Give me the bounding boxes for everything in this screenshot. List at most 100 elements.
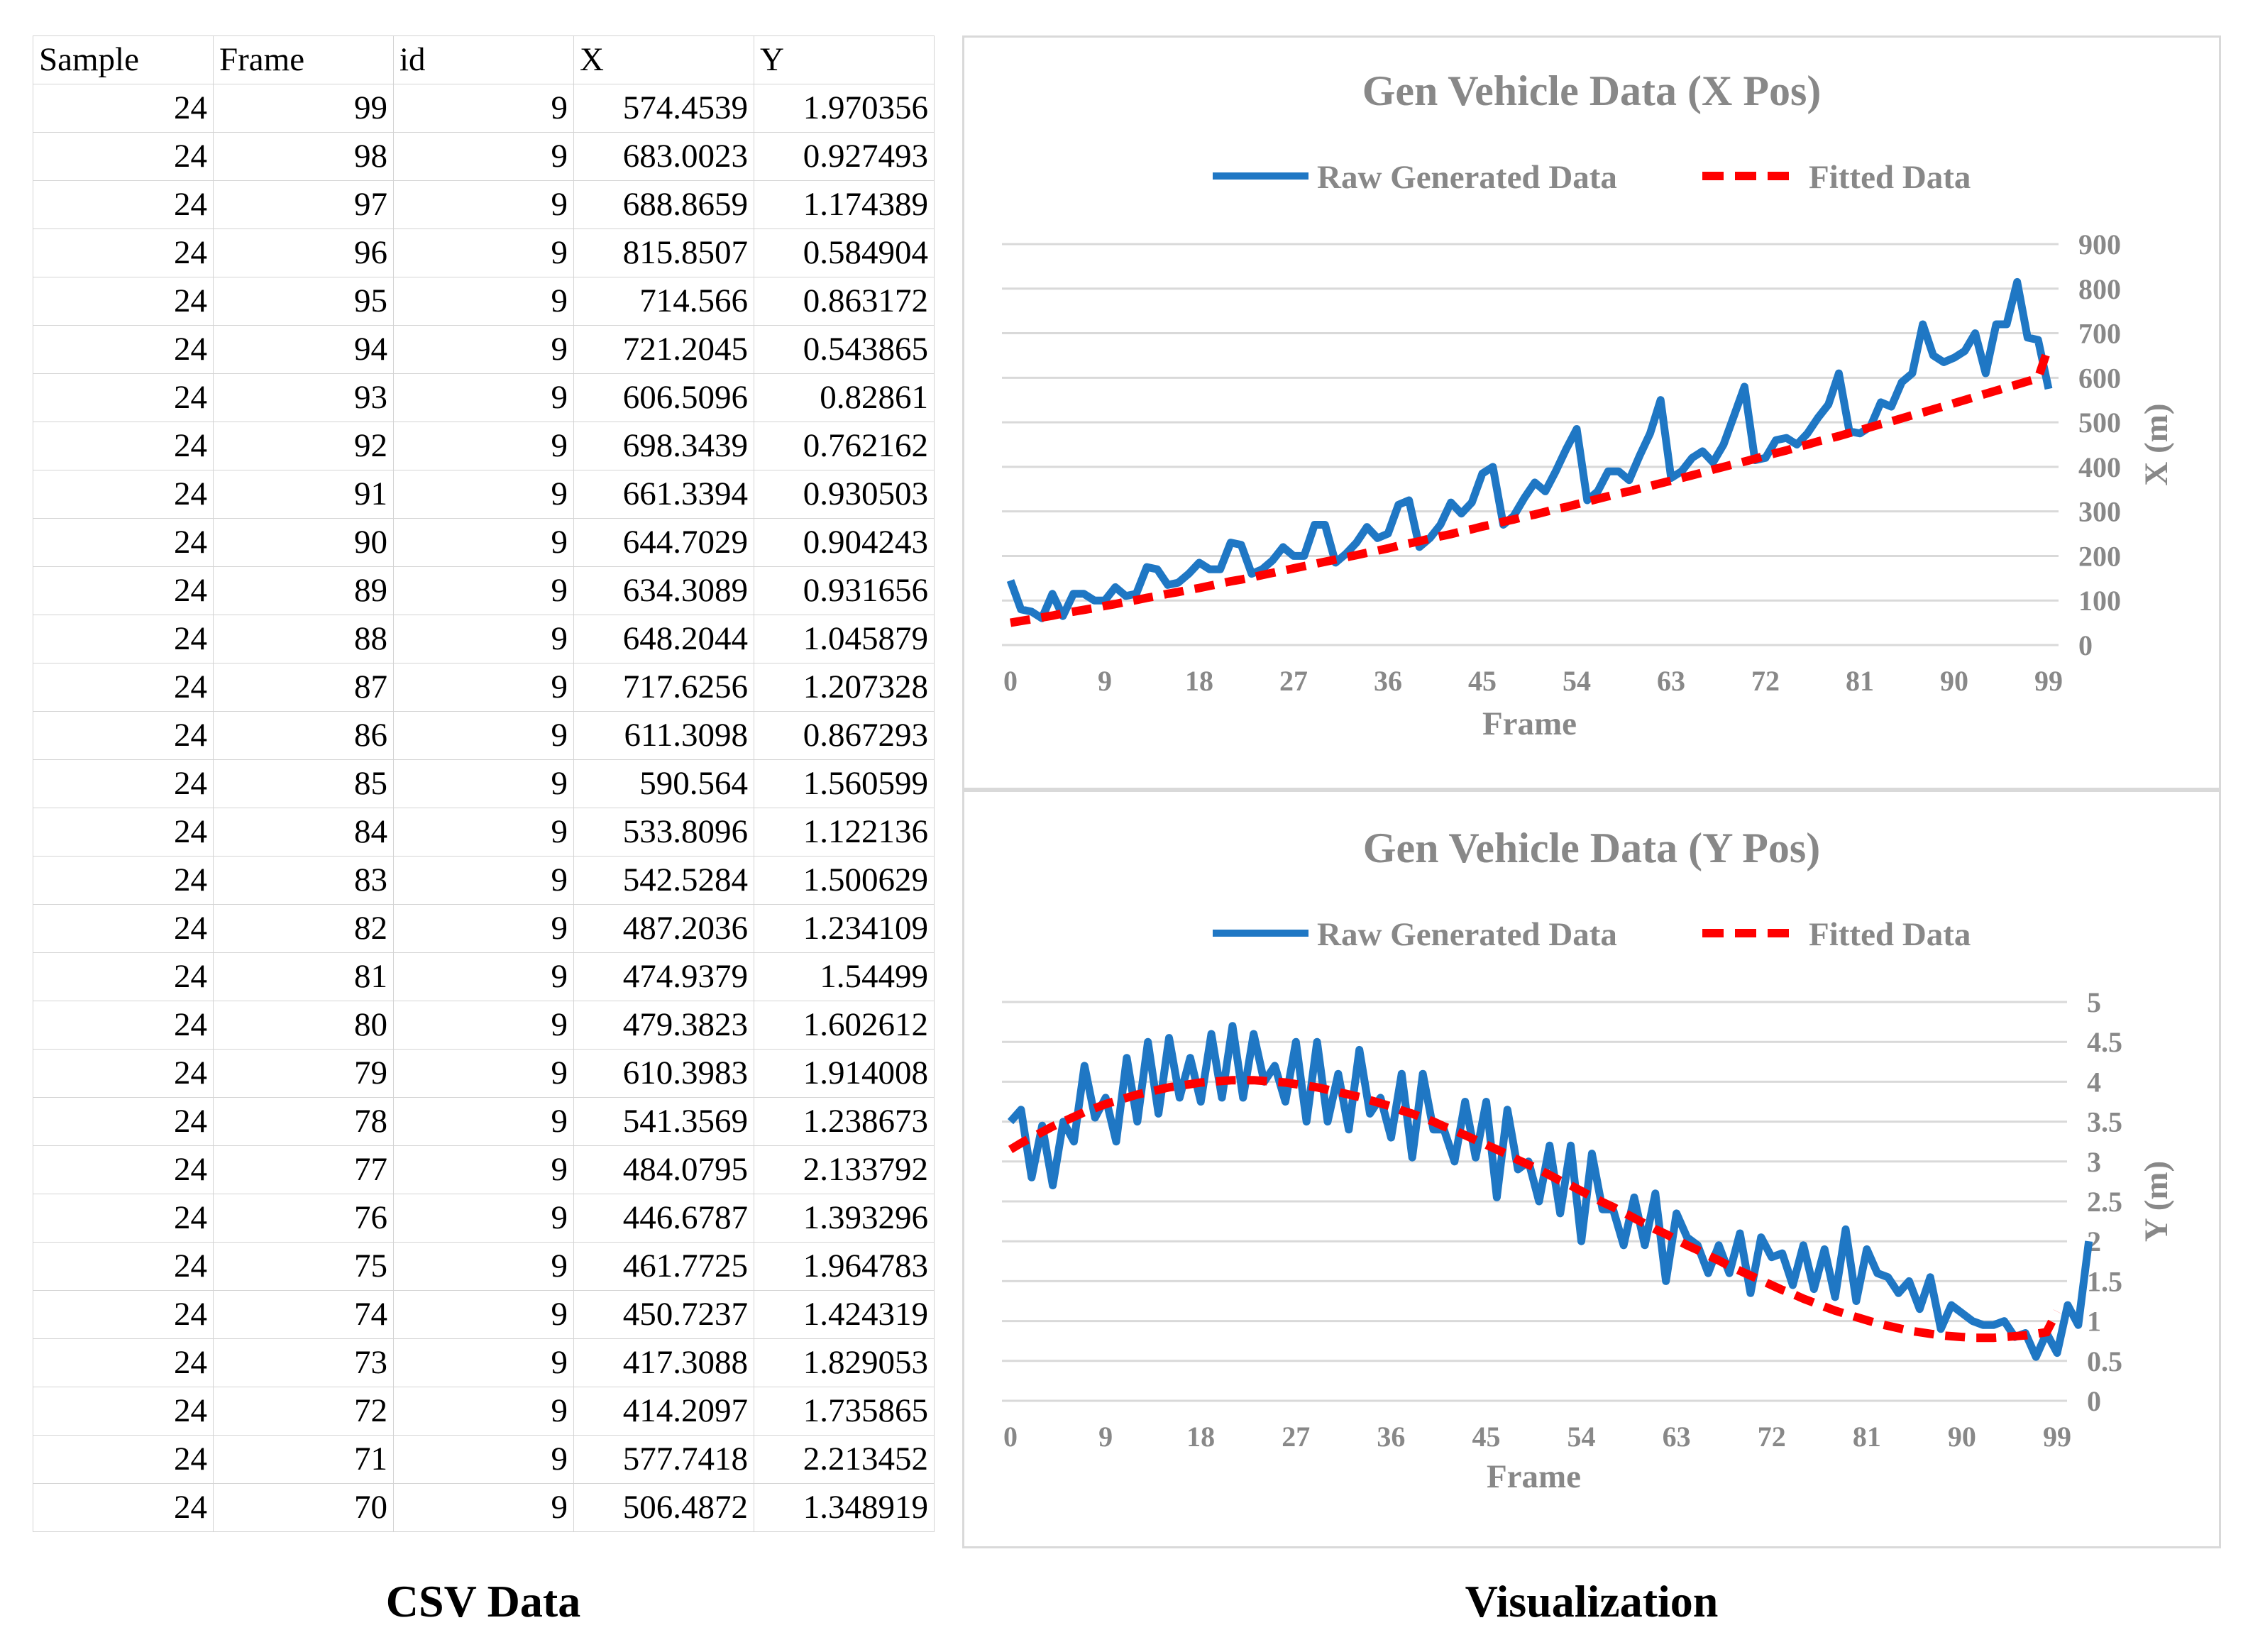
table-cell: 79 xyxy=(213,1049,394,1098)
x-position-chart: Gen Vehicle Data (X Pos) Raw Generated Da… xyxy=(1002,67,2175,742)
table-cell: 698.3439 xyxy=(573,422,754,470)
table-cell: 9 xyxy=(393,422,574,470)
table-cell: 9 xyxy=(393,1242,574,1291)
table-cell: 0.82861 xyxy=(754,373,935,422)
table-cell: 93 xyxy=(213,373,394,422)
table-cell: 24 xyxy=(33,808,214,857)
y-tick-label: 800 xyxy=(2078,273,2121,305)
table-cell: 606.5096 xyxy=(573,373,754,422)
table-cell: 506.4872 xyxy=(573,1483,754,1532)
x-tick-label: 18 xyxy=(1185,665,1213,697)
y-tick-label: 1.5 xyxy=(2087,1265,2122,1297)
table-row: 24 72 9 414.2097 1.735865 xyxy=(33,1387,935,1436)
legend-fitted-label: Fitted Data xyxy=(1809,159,1971,196)
table-header-row: Sample Frame id X Y xyxy=(33,35,935,84)
table-cell: 683.0023 xyxy=(573,132,754,181)
table-cell: 24 xyxy=(33,325,214,374)
x-tick-label: 72 xyxy=(1751,665,1780,697)
table-cell: 88 xyxy=(213,615,394,663)
table-cell: 487.2036 xyxy=(573,904,754,953)
table-cell: 9 xyxy=(393,1435,574,1484)
table-cell: 77 xyxy=(213,1145,394,1194)
table-cell: 0.762162 xyxy=(754,422,935,470)
table-cell: 9 xyxy=(393,1194,574,1243)
x-tick-label: 36 xyxy=(1377,1421,1405,1453)
column-header: Sample xyxy=(33,35,214,84)
x-tick-label: 45 xyxy=(1472,1421,1500,1453)
x-tick-label: 54 xyxy=(1567,1421,1596,1453)
table-cell: 1.393296 xyxy=(754,1194,935,1243)
table-cell: 82 xyxy=(213,904,394,953)
x-tick-label: 27 xyxy=(1279,665,1308,697)
table-cell: 9 xyxy=(393,1290,574,1339)
y-tick-label: 2.5 xyxy=(2087,1186,2122,1218)
x-tick-label: 54 xyxy=(1563,665,1591,697)
table-cell: 24 xyxy=(33,1290,214,1339)
table-cell: 634.3089 xyxy=(573,566,754,615)
table-cell: 9 xyxy=(393,518,574,567)
table-cell: 9 xyxy=(393,663,574,712)
table-cell: 24 xyxy=(33,1049,214,1098)
x-tick-label: 36 xyxy=(1374,665,1402,697)
table-cell: 24 xyxy=(33,470,214,519)
csv-data-caption: CSV Data xyxy=(385,1576,581,1626)
x-tick-label: 99 xyxy=(2043,1421,2071,1453)
table-cell: 0.584904 xyxy=(754,228,935,277)
table-cell: 24 xyxy=(33,566,214,615)
x-tick-label: 90 xyxy=(1948,1421,1976,1453)
table-row: 24 99 9 574.4539 1.970356 xyxy=(33,84,935,133)
y-tick-label: 0 xyxy=(2087,1385,2101,1417)
table-cell: 75 xyxy=(213,1242,394,1291)
table-cell: 24 xyxy=(33,422,214,470)
table-cell: 461.7725 xyxy=(573,1242,754,1291)
column-header: id xyxy=(393,35,574,84)
table-cell: 446.6787 xyxy=(573,1194,754,1243)
column-header: X xyxy=(573,35,754,84)
table-row: 24 87 9 717.6256 1.207328 xyxy=(33,663,935,712)
table-cell: 1.234109 xyxy=(754,904,935,953)
x-tick-label: 0 xyxy=(1003,1421,1018,1453)
table-row: 24 77 9 484.0795 2.133792 xyxy=(33,1145,935,1194)
table-cell: 70 xyxy=(213,1483,394,1532)
y-tick-label: 3.5 xyxy=(2087,1106,2122,1138)
table-row: 24 84 9 533.8096 1.122136 xyxy=(33,808,935,857)
table-cell: 9 xyxy=(393,856,574,905)
table-cell: 89 xyxy=(213,566,394,615)
table-cell: 24 xyxy=(33,180,214,229)
table-cell: 24 xyxy=(33,277,214,326)
table-cell: 97 xyxy=(213,180,394,229)
table-row: 24 92 9 698.3439 0.762162 xyxy=(33,422,935,470)
table-cell: 815.8507 xyxy=(573,228,754,277)
table-cell: 1.914008 xyxy=(754,1049,935,1098)
legend-raw-label: Raw Generated Data xyxy=(1317,916,1617,953)
x-tick-label: 81 xyxy=(1846,665,1874,697)
y-tick-label: 600 xyxy=(2078,362,2121,394)
table-row: 24 78 9 541.3569 1.238673 xyxy=(33,1097,935,1146)
chart-title: Gen Vehicle Data (Y Pos) xyxy=(1363,825,1820,871)
table-cell: 9 xyxy=(393,1338,574,1387)
table-cell: 24 xyxy=(33,1483,214,1532)
table-cell: 9 xyxy=(393,84,574,133)
table-cell: 81 xyxy=(213,952,394,1001)
table-cell: 1.122136 xyxy=(754,808,935,857)
table-cell: 9 xyxy=(393,277,574,326)
table-row: 24 85 9 590.564 1.560599 xyxy=(33,759,935,808)
table-cell: 9 xyxy=(393,373,574,422)
table-cell: 2.133792 xyxy=(754,1145,935,1194)
table-row: 24 79 9 610.3983 1.914008 xyxy=(33,1049,935,1098)
table-cell: 9 xyxy=(393,808,574,857)
y-tick-label: 4.5 xyxy=(2087,1026,2122,1058)
table-cell: 648.2044 xyxy=(573,615,754,663)
table-row: 24 86 9 611.3098 0.867293 xyxy=(33,711,935,760)
table-cell: 24 xyxy=(33,904,214,953)
table-cell: 0.863172 xyxy=(754,277,935,326)
series-raw-line xyxy=(1007,1022,2093,1361)
series-fitted-line xyxy=(1010,345,2053,627)
table-cell: 87 xyxy=(213,663,394,712)
y-tick-label: 300 xyxy=(2078,496,2121,528)
x-tick-label: 0 xyxy=(1003,665,1018,697)
column-header: Frame xyxy=(213,35,394,84)
y-tick-label: 3 xyxy=(2087,1146,2101,1178)
table-cell: 95 xyxy=(213,277,394,326)
table-cell: 24 xyxy=(33,518,214,567)
